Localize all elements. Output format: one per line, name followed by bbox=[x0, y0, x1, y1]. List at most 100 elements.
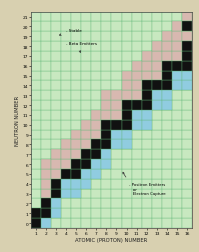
Bar bbox=[91, 61, 101, 71]
Bar bbox=[152, 13, 162, 22]
Bar bbox=[142, 32, 152, 42]
Bar bbox=[152, 150, 162, 160]
Bar bbox=[172, 42, 182, 52]
Bar bbox=[152, 160, 162, 169]
Bar bbox=[142, 111, 152, 120]
Bar bbox=[81, 140, 91, 150]
Bar bbox=[162, 169, 172, 179]
Bar bbox=[111, 130, 122, 140]
Bar bbox=[91, 169, 101, 179]
Bar bbox=[162, 218, 172, 228]
Bar bbox=[31, 52, 41, 61]
Bar bbox=[61, 101, 71, 111]
Bar bbox=[31, 179, 41, 189]
Bar bbox=[41, 42, 51, 52]
Bar bbox=[152, 120, 162, 130]
Bar bbox=[91, 150, 101, 160]
Bar bbox=[132, 52, 142, 61]
Bar bbox=[91, 130, 101, 140]
Bar bbox=[31, 61, 41, 71]
Bar bbox=[91, 150, 101, 160]
Bar bbox=[71, 32, 81, 42]
Bar bbox=[31, 32, 41, 42]
Bar bbox=[111, 32, 122, 42]
Bar bbox=[41, 71, 51, 81]
Bar bbox=[111, 71, 122, 81]
Bar bbox=[41, 120, 51, 130]
Bar bbox=[122, 42, 132, 52]
Bar bbox=[162, 13, 172, 22]
Bar bbox=[41, 189, 51, 199]
Bar bbox=[111, 52, 122, 61]
Bar bbox=[122, 13, 132, 22]
Bar bbox=[172, 130, 182, 140]
Bar bbox=[31, 13, 41, 22]
Bar bbox=[81, 101, 91, 111]
Bar bbox=[41, 160, 51, 169]
Bar bbox=[71, 101, 81, 111]
Bar bbox=[51, 140, 61, 150]
Bar bbox=[111, 13, 122, 22]
Bar bbox=[51, 111, 61, 120]
Bar bbox=[172, 32, 182, 42]
Bar bbox=[81, 71, 91, 81]
Bar bbox=[132, 61, 142, 71]
Bar bbox=[182, 199, 192, 208]
Bar bbox=[182, 61, 192, 71]
Bar bbox=[51, 120, 61, 130]
Bar bbox=[152, 71, 162, 81]
Bar bbox=[81, 91, 91, 101]
Bar bbox=[152, 218, 162, 228]
Bar bbox=[162, 71, 172, 81]
Bar bbox=[101, 140, 111, 150]
Bar bbox=[31, 189, 41, 199]
Bar bbox=[182, 22, 192, 32]
Bar bbox=[182, 189, 192, 199]
Bar bbox=[162, 32, 172, 42]
Bar bbox=[142, 208, 152, 218]
Bar bbox=[122, 160, 132, 169]
Bar bbox=[101, 169, 111, 179]
Bar bbox=[41, 160, 51, 169]
Bar bbox=[81, 199, 91, 208]
Bar bbox=[61, 140, 71, 150]
Bar bbox=[132, 71, 142, 81]
Bar bbox=[91, 199, 101, 208]
Bar bbox=[51, 101, 61, 111]
Bar bbox=[81, 120, 91, 130]
Bar bbox=[142, 22, 152, 32]
Bar bbox=[132, 189, 142, 199]
Bar bbox=[41, 81, 51, 91]
Bar bbox=[182, 61, 192, 71]
Bar bbox=[152, 111, 162, 120]
Bar bbox=[162, 91, 172, 101]
Bar bbox=[182, 208, 192, 218]
Bar bbox=[101, 13, 111, 22]
Bar bbox=[152, 208, 162, 218]
Bar bbox=[142, 81, 152, 91]
Bar bbox=[142, 101, 152, 111]
Bar bbox=[71, 61, 81, 71]
Bar bbox=[41, 150, 51, 160]
Bar bbox=[142, 120, 152, 130]
Bar bbox=[51, 52, 61, 61]
Bar bbox=[41, 130, 51, 140]
Bar bbox=[132, 130, 142, 140]
Bar bbox=[61, 160, 71, 169]
Bar bbox=[111, 101, 122, 111]
Bar bbox=[61, 42, 71, 52]
Bar bbox=[152, 22, 162, 32]
Bar bbox=[61, 189, 71, 199]
Bar bbox=[31, 120, 41, 130]
Bar bbox=[61, 111, 71, 120]
Bar bbox=[152, 140, 162, 150]
Bar bbox=[122, 189, 132, 199]
Bar bbox=[172, 199, 182, 208]
Bar bbox=[162, 179, 172, 189]
Bar bbox=[162, 120, 172, 130]
Bar bbox=[182, 101, 192, 111]
Bar bbox=[61, 150, 71, 160]
Bar bbox=[162, 130, 172, 140]
Bar bbox=[71, 130, 81, 140]
Bar bbox=[122, 71, 132, 81]
